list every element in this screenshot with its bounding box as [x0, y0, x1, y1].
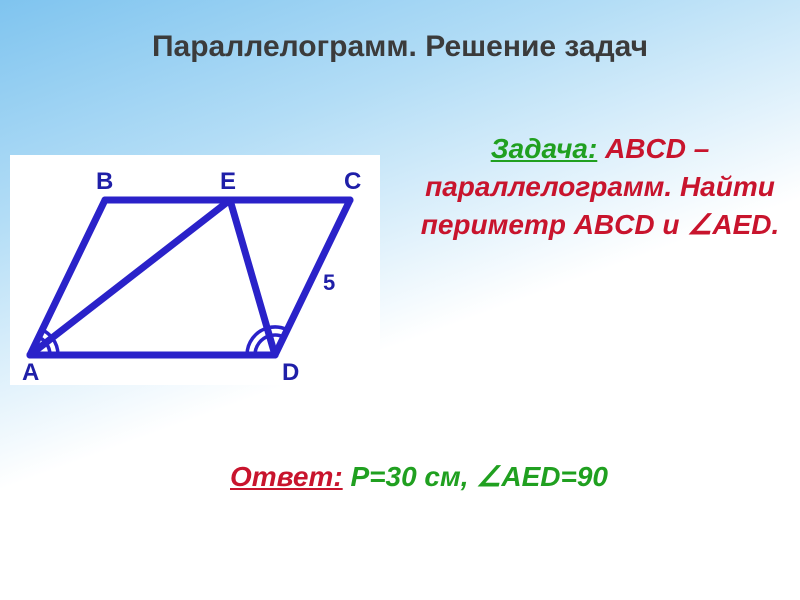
problem-label: Задача: [491, 133, 598, 164]
problem-text: Задача: ABCD – параллелограмм. Найти пер… [400, 130, 800, 243]
svg-text:D: D [282, 359, 299, 385]
geometry-figure: A B C D E 5 [10, 155, 380, 385]
svg-text:E: E [220, 168, 236, 195]
answer-text: Ответ: P=30 см, ∠AED=90 [230, 460, 800, 493]
problem-body: ABCD – параллелограмм. Найти периметр AB… [421, 133, 780, 240]
parallelogram-svg: A B C D E 5 [10, 155, 380, 385]
slide: Параллелограмм. Решение задач A B C D E 5 Зад… [0, 0, 800, 600]
slide-title: Параллелограмм. Решение задач [0, 30, 800, 64]
svg-text:A: A [22, 359, 39, 385]
answer-label: Ответ: [230, 461, 343, 492]
answer-body: P=30 см, ∠AED=90 [350, 461, 608, 492]
svg-text:5: 5 [323, 270, 335, 295]
svg-text:B: B [96, 168, 113, 195]
svg-text:C: C [344, 168, 361, 195]
